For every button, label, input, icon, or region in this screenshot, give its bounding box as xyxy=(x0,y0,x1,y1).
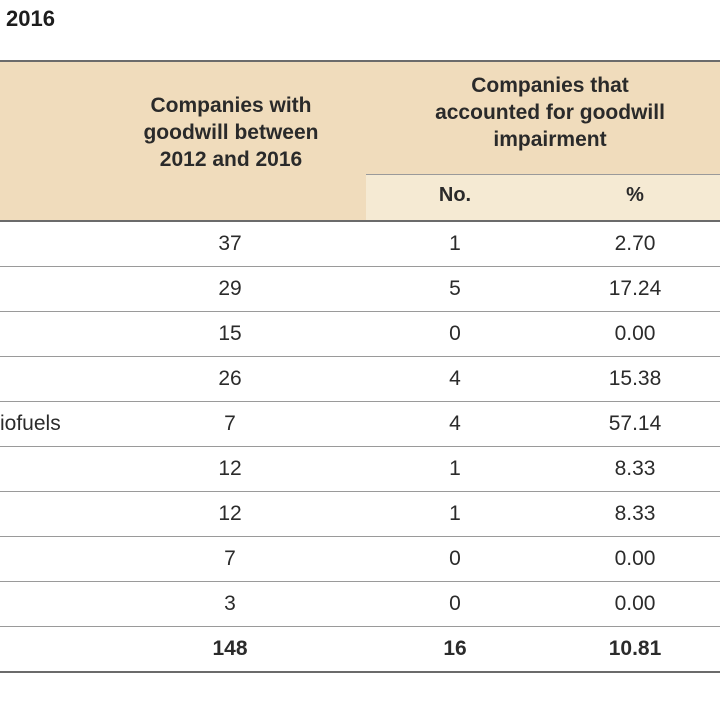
header-goodwill-line: 2012 and 2016 xyxy=(159,148,303,171)
cell-impairment-no: 1 xyxy=(449,502,461,525)
cell-goodwill: 15 xyxy=(218,322,242,345)
table-title: 2016 xyxy=(6,6,55,31)
table-row: 12 1 8.33 xyxy=(0,492,720,537)
cell-goodwill: 7 xyxy=(224,547,236,570)
subheader-band xyxy=(366,175,720,220)
table-row: 3 0 0.00 xyxy=(0,582,720,627)
header-impairment-line: impairment xyxy=(493,128,607,151)
table-row: 26 4 15.38 xyxy=(0,357,720,402)
header-bottom-rule xyxy=(0,220,720,222)
total-impairment-no: 16 xyxy=(443,637,467,660)
header-goodwill-line: Companies with xyxy=(150,94,312,117)
subheader-divider xyxy=(366,174,720,175)
cell-impairment-no: 4 xyxy=(449,367,461,390)
header-companies-with-goodwill: Companies with goodwill between 2012 and… xyxy=(96,92,366,173)
cell-impairment-no: 1 xyxy=(449,457,461,480)
header-percent: % xyxy=(626,184,644,206)
cell-impairment-no: 0 xyxy=(449,547,461,570)
cell-impairment-pct: 2.70 xyxy=(614,232,656,255)
cell-impairment-pct: 15.38 xyxy=(608,367,662,390)
table-row: 7 0 0.00 xyxy=(0,537,720,582)
cell-goodwill: 37 xyxy=(218,232,242,255)
cell-goodwill: 12 xyxy=(218,457,242,480)
table-total-row: 148 16 10.81 xyxy=(0,627,720,673)
table-row: 29 5 17.24 xyxy=(0,267,720,312)
cell-impairment-pct: 0.00 xyxy=(614,592,656,615)
cell-impairment-no: 1 xyxy=(449,232,461,255)
header-no: No. xyxy=(438,184,472,206)
cell-impairment-pct: 0.00 xyxy=(614,547,656,570)
cell-impairment-pct: 8.33 xyxy=(614,457,656,480)
cell-goodwill: 3 xyxy=(224,592,236,615)
header-impairment-line: accounted for goodwill xyxy=(435,101,665,124)
cell-impairment-pct: 0.00 xyxy=(614,322,656,345)
cell-impairment-no: 0 xyxy=(449,592,461,615)
total-goodwill: 148 xyxy=(212,637,248,660)
cell-impairment-pct: 17.24 xyxy=(608,277,662,300)
table-row: 12 1 8.33 xyxy=(0,447,720,492)
header-goodwill-line: goodwill between xyxy=(143,121,319,144)
row-label: iofuels xyxy=(0,412,61,435)
table-body: 37 1 2.70 29 5 17.24 15 0 0.00 26 4 15.3… xyxy=(0,222,720,673)
cell-impairment-pct: 8.33 xyxy=(614,502,656,525)
cell-goodwill: 26 xyxy=(218,367,242,390)
total-impairment-pct: 10.81 xyxy=(608,637,662,660)
cell-impairment-pct: 57.14 xyxy=(608,412,662,435)
cell-goodwill: 12 xyxy=(218,502,242,525)
cell-goodwill: 7 xyxy=(224,412,236,435)
cell-impairment-no: 0 xyxy=(449,322,461,345)
header-impairment-line: Companies that xyxy=(471,74,629,97)
table-row: iofuels 7 4 57.14 xyxy=(0,402,720,447)
table-row: 15 0 0.00 xyxy=(0,312,720,357)
cell-impairment-no: 4 xyxy=(449,412,461,435)
header-goodwill-impairment: Companies that accounted for goodwill im… xyxy=(380,72,720,153)
cell-impairment-no: 5 xyxy=(449,277,461,300)
table-row: 37 1 2.70 xyxy=(0,222,720,267)
top-rule xyxy=(0,60,720,62)
cell-goodwill: 29 xyxy=(218,277,242,300)
